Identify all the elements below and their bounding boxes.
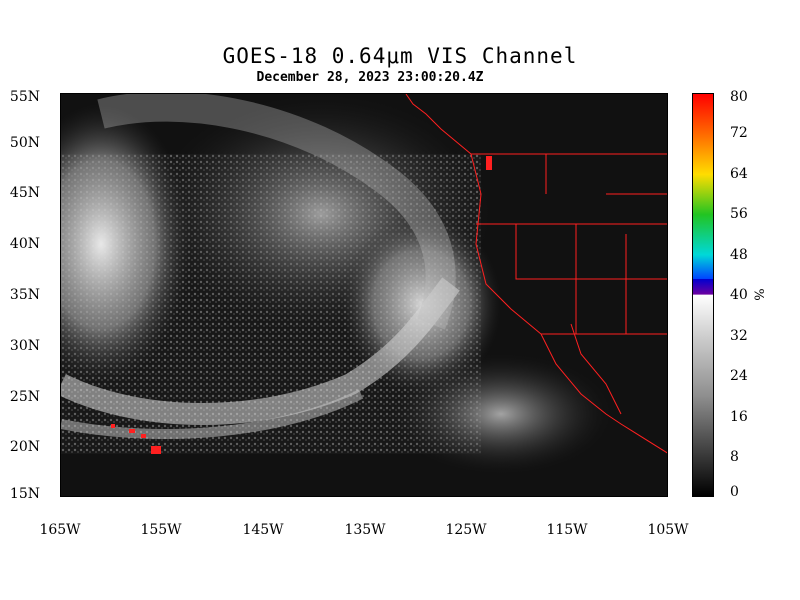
colorbar — [692, 93, 714, 497]
colorbar-unit-label: % — [750, 288, 766, 301]
lat-label-35n: 35N — [9, 287, 40, 303]
colorbar-tick-24: 24 — [730, 368, 748, 384]
lat-label-20n: 20N — [9, 439, 40, 455]
lon-label-115w: 115W — [546, 522, 588, 538]
lat-label-25n: 25N — [9, 389, 40, 405]
colorbar-tick-32: 32 — [730, 328, 748, 344]
colorbar-tick-80: 80 — [730, 89, 748, 105]
map-title: GOES-18 0.64μm VIS Channel — [222, 44, 578, 68]
map-timestamp: December 28, 2023 23:00:20.4Z — [256, 70, 484, 85]
lat-label-45n: 45N — [9, 185, 40, 201]
satellite-image — [60, 93, 668, 497]
colorbar-tick-0: 0 — [730, 484, 739, 500]
lat-label-30n: 30N — [9, 338, 40, 354]
lat-label-50n: 50N — [9, 135, 40, 151]
colorbar-tick-40: 40 — [730, 287, 748, 303]
lon-label-125w: 125W — [445, 522, 487, 538]
lon-label-105w: 105W — [647, 522, 689, 538]
colorbar-tick-56: 56 — [730, 206, 748, 222]
lat-label-15n: 15N — [9, 486, 40, 502]
colorbar-tick-8: 8 — [730, 449, 739, 465]
colorbar-tick-48: 48 — [730, 247, 748, 263]
colorbar-tick-72: 72 — [730, 125, 748, 141]
lon-label-165w: 165W — [39, 522, 81, 538]
lat-label-40n: 40N — [9, 236, 40, 252]
colorbar-tick-16: 16 — [730, 409, 748, 425]
lat-label-55n: 55N — [9, 89, 40, 105]
lon-label-135w: 135W — [344, 522, 386, 538]
satellite-cloud-field — [61, 94, 667, 496]
lon-label-145w: 145W — [242, 522, 284, 538]
colorbar-tick-64: 64 — [730, 166, 748, 182]
lon-label-155w: 155W — [140, 522, 182, 538]
